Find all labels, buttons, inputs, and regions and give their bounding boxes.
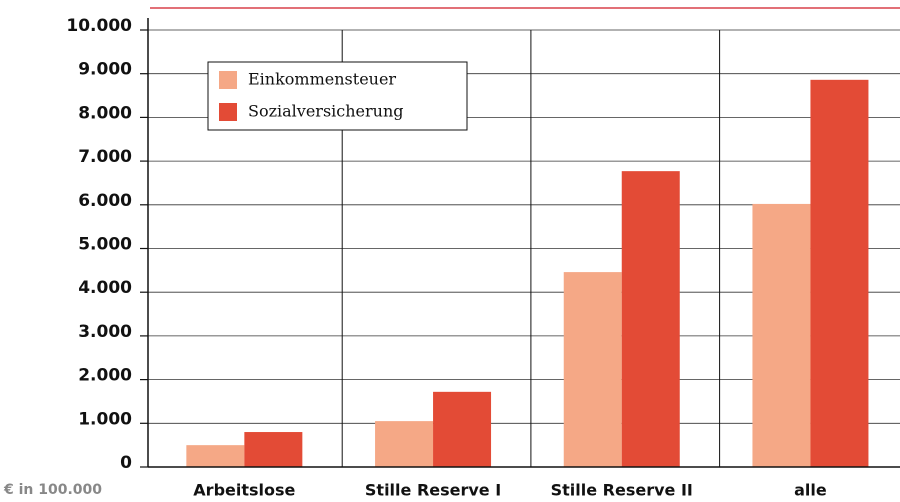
y-tick-label: 4.000 bbox=[78, 278, 132, 298]
bar bbox=[375, 421, 434, 467]
y-tick-label: 9.000 bbox=[78, 60, 132, 80]
bar bbox=[433, 391, 492, 467]
legend-box bbox=[207, 61, 468, 131]
bar bbox=[244, 432, 303, 467]
legend-swatch bbox=[219, 71, 237, 89]
legend-label: Sozialversicherung bbox=[248, 102, 404, 121]
y-tick-label: 7.000 bbox=[78, 147, 132, 167]
y-tick-label: 8.000 bbox=[78, 103, 132, 123]
legend-swatch bbox=[219, 103, 237, 121]
y-tick-label: 1.000 bbox=[78, 409, 132, 429]
legend-label: Einkommensteuer bbox=[248, 70, 396, 89]
x-tick-label: alle bbox=[794, 481, 827, 500]
y-tick-label: 0 bbox=[120, 453, 132, 473]
bar bbox=[752, 203, 811, 467]
y-axis-label: € in 100.000 bbox=[3, 482, 102, 498]
x-tick-label: Stille Reserve II bbox=[551, 481, 693, 500]
bar bbox=[563, 272, 622, 467]
bar bbox=[621, 171, 680, 467]
x-tick-label: Stille Reserve I bbox=[365, 481, 501, 500]
y-tick-label: 10.000 bbox=[66, 16, 132, 36]
bar bbox=[186, 445, 245, 467]
y-tick-label: 2.000 bbox=[78, 366, 132, 386]
y-tick-label: 6.000 bbox=[78, 191, 132, 211]
x-tick-label: Arbeitslose bbox=[193, 481, 295, 500]
y-tick-label: 3.000 bbox=[78, 322, 132, 342]
bar bbox=[810, 79, 869, 468]
y-tick-label: 5.000 bbox=[78, 235, 132, 255]
